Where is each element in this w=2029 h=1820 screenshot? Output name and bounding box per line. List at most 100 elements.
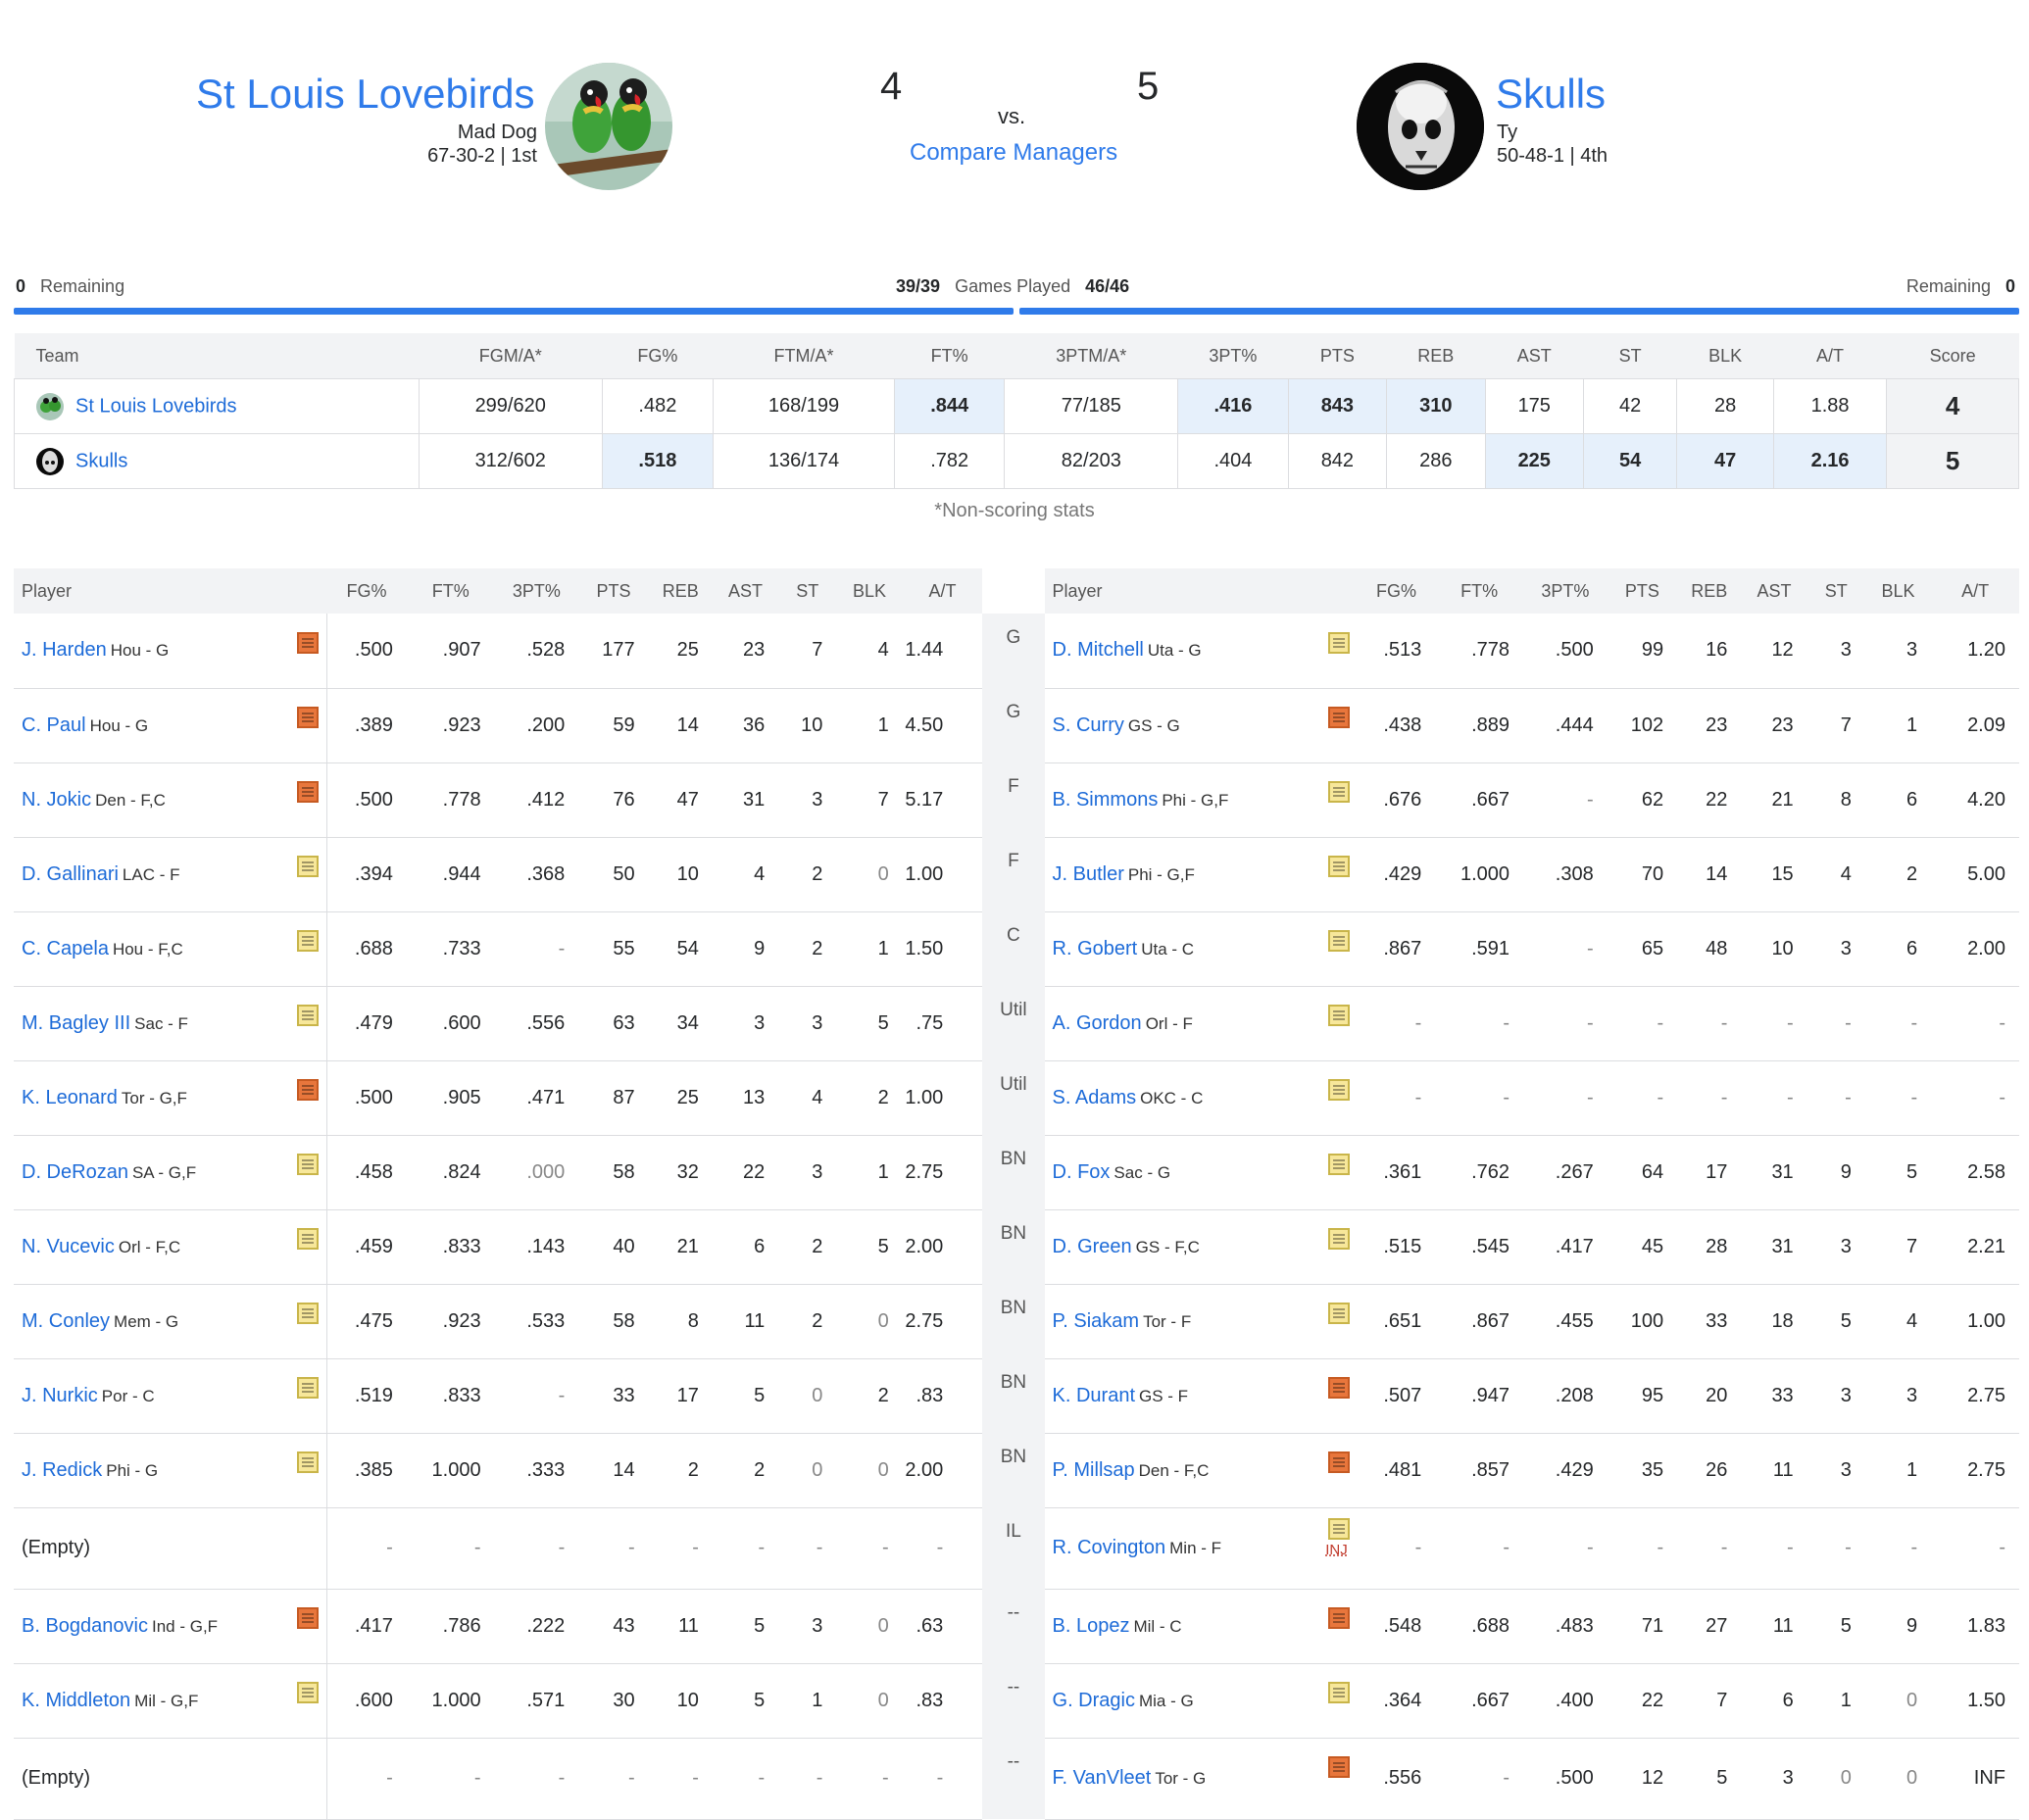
player-note-icon[interactable] [1327,631,1350,654]
player-name-link[interactable]: D. DeRozan [22,1160,128,1183]
home-team-name[interactable]: St Louis Lovebirds [196,71,535,117]
home-team-logo[interactable] [545,63,672,190]
summary-col-header[interactable]: AST [1485,333,1584,379]
player-name-link[interactable]: C. Capela [22,937,109,959]
home-roster-col-header[interactable]: AST [712,568,779,614]
player-name-link[interactable]: B. Lopez [1052,1614,1130,1637]
player-note-icon[interactable] [296,1377,319,1400]
away-roster-col-header[interactable]: ST [1806,568,1865,614]
player-note-icon[interactable] [296,856,319,878]
home-roster-col-header[interactable]: BLK [836,568,903,614]
player-name-link[interactable]: P. Siakam [1052,1309,1140,1332]
player-note-icon[interactable] [296,1451,319,1474]
home-roster-col-header[interactable]: 3PT% [494,568,579,614]
home-roster-col-header[interactable]: FT% [406,568,495,614]
player-name-link[interactable]: P. Millsap [1052,1458,1135,1481]
summary-col-header[interactable]: FGM/A* [419,333,603,379]
summary-col-header[interactable]: Score [1886,333,2019,379]
player-note-icon[interactable] [296,1228,319,1251]
player-note-icon[interactable] [1327,1451,1350,1474]
player-note-icon[interactable] [1327,1303,1350,1325]
player-name-link[interactable]: S. Adams [1052,1086,1137,1108]
player-note-icon[interactable] [296,930,319,953]
summary-col-header[interactable]: BLK [1676,333,1774,379]
away-team-logo[interactable] [1357,63,1484,190]
away-roster-col-header[interactable]: REB [1677,568,1742,614]
summary-col-header[interactable]: REB [1386,333,1486,379]
home-roster-col-header[interactable]: ST [778,568,837,614]
player-name-link[interactable]: R. Gobert [1052,937,1138,959]
player-note-icon[interactable] [296,707,319,729]
player-note-icon[interactable] [1327,1154,1350,1176]
player-note-icon[interactable] [296,781,319,804]
player-name-link[interactable]: S. Curry [1052,713,1124,736]
player-note-icon[interactable] [1327,707,1350,729]
player-name-link[interactable]: N. Vucevic [22,1235,115,1257]
player-name-link[interactable]: D. Fox [1052,1160,1111,1183]
compare-managers-link[interactable]: Compare Managers [910,139,1118,166]
injury-status-badge[interactable]: INJ [1325,1541,1348,1558]
player-name-link[interactable]: B. Simmons [1052,788,1159,811]
away-roster-col-header[interactable]: Player [1044,568,1358,614]
home-roster-col-header[interactable]: A/T [902,568,983,614]
player-name-link[interactable]: D. Mitchell [1052,639,1144,662]
player-note-icon[interactable] [1327,856,1350,878]
player-note-icon[interactable] [296,1682,319,1704]
away-roster-col-header[interactable]: A/T [1931,568,2019,614]
player-name-link[interactable]: J. Nurkic [22,1384,98,1406]
player-note-icon[interactable] [1327,1228,1350,1251]
player-name-link[interactable]: J. Harden [22,639,107,662]
player-note-icon[interactable] [1327,1005,1350,1027]
summary-col-header[interactable]: FT% [894,333,1005,379]
player-note-icon[interactable] [1327,1607,1350,1630]
player-note-icon[interactable] [1327,1756,1350,1779]
player-name-link[interactable]: R. Covington [1052,1537,1166,1558]
summary-col-header[interactable]: A/T [1773,333,1887,379]
away-roster-col-header[interactable]: FG% [1357,568,1436,614]
summary-team-link[interactable]: Skulls [75,449,128,471]
player-note-icon[interactable] [1327,1682,1350,1704]
player-name-link[interactable]: J. Butler [1052,862,1124,885]
player-note-icon[interactable] [296,1005,319,1027]
away-team-name[interactable]: Skulls [1496,71,1607,117]
home-roster-col-header[interactable]: PTS [578,568,649,614]
player-name-link[interactable]: D. Gallinari [22,862,119,885]
home-roster-col-header[interactable]: Player [14,568,327,614]
away-roster-col-header[interactable]: AST [1741,568,1807,614]
player-name-link[interactable]: F. VanVleet [1052,1767,1152,1789]
player-name-link[interactable]: M. Bagley III [22,1011,131,1034]
summary-col-header[interactable]: 3PT% [1177,333,1289,379]
player-note-icon[interactable] [296,1079,319,1102]
player-note-icon[interactable] [1327,1518,1350,1541]
summary-col-header[interactable]: Team [14,333,420,379]
player-note-icon[interactable] [296,1607,319,1630]
home-roster-col-header[interactable]: FG% [326,568,407,614]
player-name-link[interactable]: A. Gordon [1052,1011,1142,1034]
away-roster-col-header[interactable]: 3PT% [1523,568,1608,614]
player-name-link[interactable]: D. Green [1052,1235,1132,1257]
away-roster-col-header[interactable]: FT% [1435,568,1524,614]
summary-col-header[interactable]: 3PTM/A* [1004,333,1178,379]
player-note-icon[interactable] [296,1154,319,1176]
home-roster-col-header[interactable]: REB [648,568,713,614]
summary-col-header[interactable]: FTM/A* [713,333,895,379]
summary-col-header[interactable]: ST [1583,333,1677,379]
player-note-icon[interactable] [296,631,319,654]
player-name-link[interactable]: N. Jokic [22,788,92,811]
player-note-icon[interactable] [1327,930,1350,953]
player-name-link[interactable]: K. Leonard [22,1086,118,1108]
away-roster-col-header[interactable]: PTS [1607,568,1678,614]
player-note-icon[interactable] [1327,781,1350,804]
player-name-link[interactable]: G. Dragic [1052,1689,1135,1711]
player-name-link[interactable]: C. Paul [22,713,86,736]
summary-team-link[interactable]: St Louis Lovebirds [75,394,237,417]
summary-col-header[interactable]: PTS [1288,333,1387,379]
player-note-icon[interactable] [1327,1377,1350,1400]
player-note-icon[interactable] [1327,1079,1350,1102]
player-name-link[interactable]: K. Middleton [22,1689,131,1711]
player-name-link[interactable]: M. Conley [22,1309,111,1332]
player-name-link[interactable]: K. Durant [1052,1384,1135,1406]
player-name-link[interactable]: J. Redick [22,1458,103,1481]
player-note-icon[interactable] [296,1303,319,1325]
player-name-link[interactable]: B. Bogdanovic [22,1614,148,1637]
